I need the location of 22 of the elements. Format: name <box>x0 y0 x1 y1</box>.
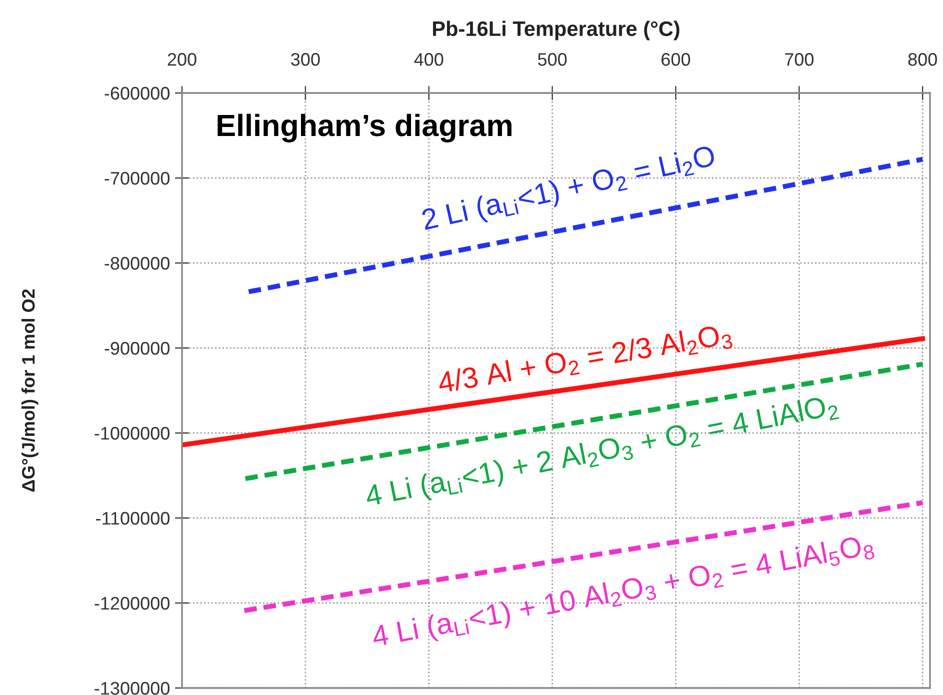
y-tick-label: -900000 <box>104 342 170 355</box>
y-tick-label: -1300000 <box>94 682 170 695</box>
x-axis-title: Pb-16Li Temperature (°C) <box>433 20 680 40</box>
x-tick-label: 600 <box>662 53 690 66</box>
x-tick-label: 200 <box>168 53 196 66</box>
y-tick-label: -700000 <box>104 172 170 185</box>
x-tick-label: 800 <box>908 53 937 66</box>
x-tick-label: 400 <box>414 53 444 66</box>
text: Ellingham’s diagram <box>218 114 512 142</box>
y-tick-label: -600000 <box>104 86 170 100</box>
x-tick-label: 500 <box>538 53 567 66</box>
y-tick-label: -1000000 <box>94 426 170 440</box>
text: 4/3 Al + O$_{2}$ = 2/3 Al$_{2}$O$_{3}$ <box>436 322 733 398</box>
y-tick-label: -1100000 <box>96 512 170 525</box>
x-tick-label: 700 <box>785 53 814 66</box>
x-tick-label: 300 <box>291 53 320 66</box>
y-axis-title: ΔG°(J/mol) for 1 mol O2 <box>22 289 38 492</box>
y-tick-label: -800000 <box>104 256 170 270</box>
text: 2 Li (a$_{Li}$<1) + O$_{2}$ = Li$_{2}$O <box>420 144 718 236</box>
text: 4 Li (a$_{Li}$<1) + 10 Al$_{2}$O$_{3}$ + O$_{2}$ = 4 LiAl$_{5}$O$_{8}$ <box>371 536 875 647</box>
text: 4 Li (a$_{Li}$<1) + 2 Al$_{2}$O$_{3}$ + O$_{2}$ = 4 LiAlO$_{2}$ <box>364 396 840 506</box>
y-tick-label: -1200000 <box>94 596 170 610</box>
